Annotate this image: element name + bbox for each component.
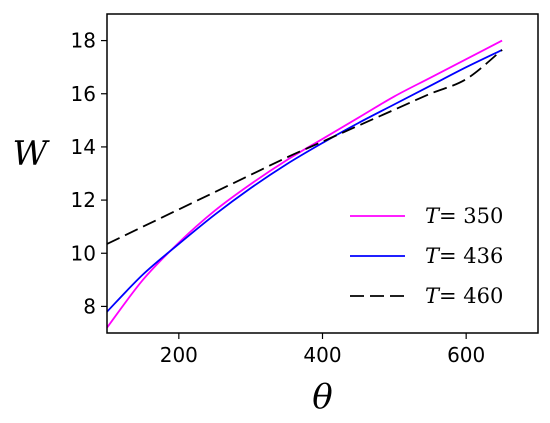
x-tick-label: 600 (447, 343, 485, 367)
legend-label-1: T= 436 (425, 244, 503, 268)
y-tick-label: 16 (71, 82, 96, 106)
legend: T= 350 T= 436 T= 460 (350, 204, 503, 308)
y-axis-ticks: 8 10 12 14 16 18 (71, 29, 107, 318)
y-tick-label: 14 (71, 135, 96, 159)
y-axis-label: W (13, 134, 51, 174)
plot-lines (107, 39, 503, 329)
series-line-1 (107, 49, 503, 313)
x-tick-label: 400 (303, 343, 341, 367)
y-tick-label: 8 (83, 294, 96, 318)
y-tick-label: 12 (71, 188, 96, 212)
legend-label-0: T= 350 (425, 204, 503, 228)
x-axis-ticks: 200 400 600 (160, 333, 485, 367)
x-tick-label: 200 (160, 343, 198, 367)
legend-label-2: T= 460 (425, 284, 503, 308)
y-tick-label: 18 (71, 29, 96, 53)
x-axis-label: θ (312, 377, 332, 417)
y-tick-label: 10 (71, 241, 96, 265)
